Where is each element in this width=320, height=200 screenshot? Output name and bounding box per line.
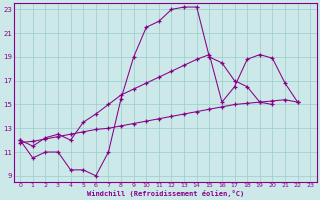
X-axis label: Windchill (Refroidissement éolien,°C): Windchill (Refroidissement éolien,°C) [87,190,244,197]
